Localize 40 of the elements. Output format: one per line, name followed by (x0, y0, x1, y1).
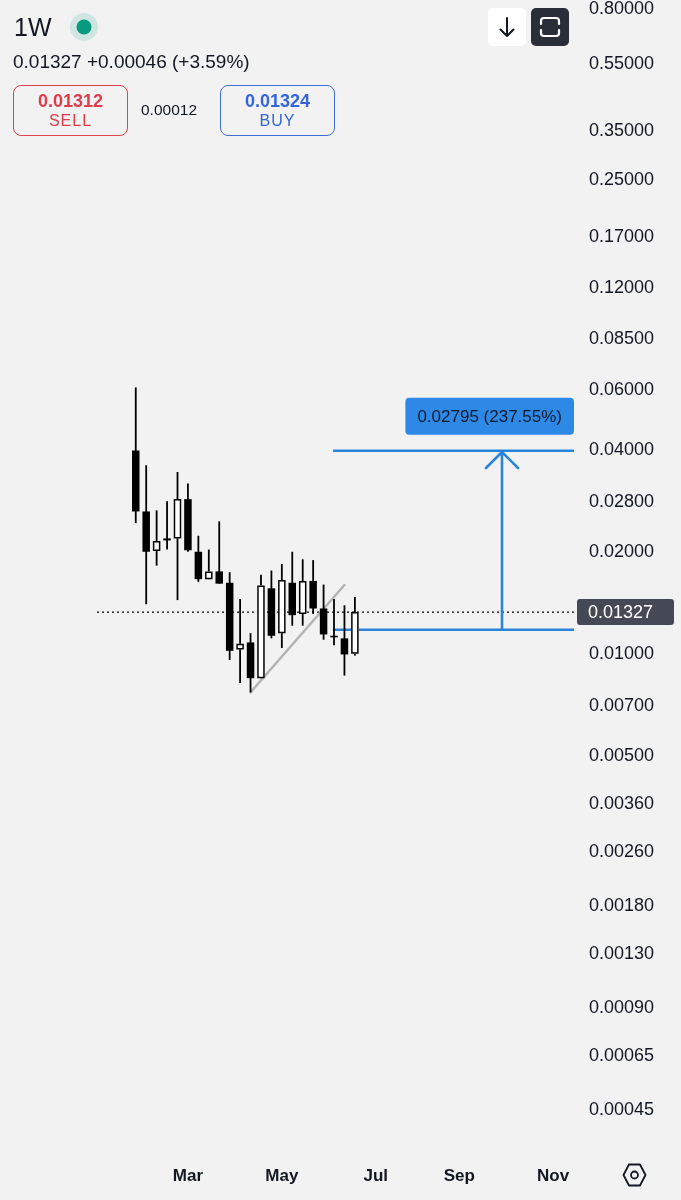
y-tick-label: 0.00130 (589, 942, 655, 963)
y-tick-label: 0.17000 (589, 225, 655, 246)
ref-line-label: 0.01327 (588, 602, 654, 623)
candlestick (205, 548, 213, 581)
y-tick-label: 0.00500 (589, 744, 655, 765)
annotation: 0.01324 (243, 91, 312, 111)
annotation: 0.00012 (141, 101, 198, 118)
annotation: BUY (258, 111, 297, 131)
text: SELL (47, 111, 94, 131)
y-tick-label: 0.00045 (589, 1098, 655, 1119)
x-tick-label: Nov (537, 1165, 570, 1185)
y-tick-label: 0.35000 (589, 119, 655, 140)
y-tick-label: 0.25000 (589, 169, 655, 190)
candlestick (215, 520, 223, 585)
y-tick-label: 0.01000 (589, 642, 655, 663)
y-tick-label: 0.00090 (589, 996, 655, 1017)
x-tick-label: Mar (172, 1165, 204, 1185)
candlestick (163, 500, 171, 551)
text: 0.01327 +0.00046 (+3.59%) (13, 50, 250, 74)
candlestick (257, 573, 265, 680)
y-tick-label: 0.06000 (589, 379, 655, 400)
y-tick-label: 0.00180 (589, 895, 655, 915)
x-tick-label: May (265, 1165, 299, 1185)
x-tick-label: Jul (363, 1165, 389, 1185)
y-tick-label: 0.00700 (589, 695, 655, 716)
x-tick-label: Sep (443, 1165, 475, 1185)
y-tick-label: 0.80000 (589, 0, 655, 18)
y-tick-label: 0.00260 (589, 840, 655, 861)
chart-title: 1W (14, 12, 52, 43)
y-tick-label: 0.08500 (589, 327, 655, 348)
annotation: 0.02795 (237.55%) (417, 406, 562, 426)
y-tick-label: 0.02800 (589, 491, 655, 512)
y-tick-label: 0.00065 (589, 1044, 655, 1065)
y-tick-label: 0.12000 (589, 277, 655, 298)
annotation: 0.01312 (36, 91, 105, 111)
y-tick-label: 0.04000 (589, 438, 655, 459)
y-tick-label: 0.02000 (589, 540, 655, 561)
candlestick (152, 509, 161, 567)
y-tick-label: 0.55000 (589, 53, 655, 74)
y-tick-label: 0.00360 (589, 793, 655, 814)
